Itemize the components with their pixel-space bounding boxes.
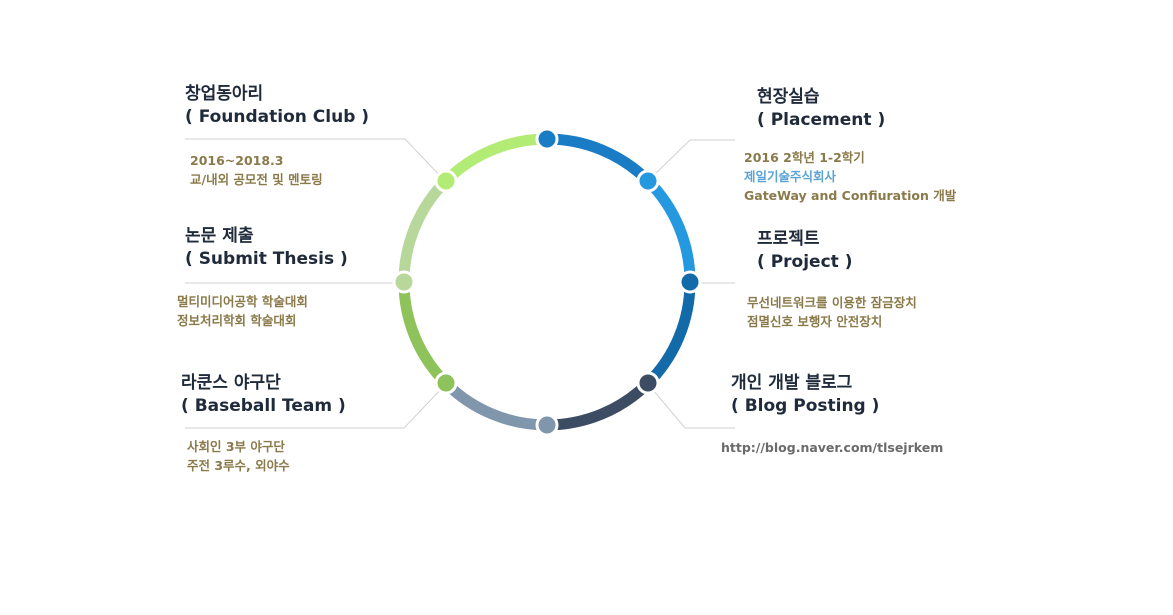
node-top xyxy=(535,127,559,151)
node-top-left xyxy=(434,169,458,193)
blog-title: 개인 개발 블로그 ( Blog Posting ) xyxy=(731,372,879,418)
project-title-ko: 프로젝트 xyxy=(757,229,820,249)
foundation-club-title: 창업동아리 ( Foundation Club ) xyxy=(185,83,369,129)
project-title: 프로젝트 ( Project ) xyxy=(757,228,852,274)
foundation-line: 2016~2018.3 xyxy=(190,153,284,168)
foundation-club-desc: 2016~2018.3 교/내외 공모전 및 멘토링 xyxy=(190,151,323,189)
thesis-title: 논문 제출 ( Submit Thesis ) xyxy=(185,225,348,271)
placement-title-ko: 현장실습 xyxy=(757,87,820,107)
arc-right-lower xyxy=(644,281,696,387)
node-right xyxy=(678,270,702,294)
baseball-line: 주전 3루수, 외야수 xyxy=(187,458,290,473)
thesis-title-ko: 논문 제출 xyxy=(185,226,254,246)
placement-title: 현장실습 ( Placement ) xyxy=(757,86,885,132)
foundation-title-en: ( Foundation Club ) xyxy=(185,107,370,127)
blog-title-en: ( Blog Posting ) xyxy=(731,396,880,416)
baseball-title-en: ( Baseball Team ) xyxy=(181,396,346,416)
baseball-title-ko: 라쿤스 야구단 xyxy=(181,373,281,393)
connector-foundation xyxy=(185,138,446,182)
placement-desc: 2016 2학년 1-2학기 제일기술주식회사 GateWay and Conf… xyxy=(744,148,956,205)
node-bottom-right xyxy=(636,371,660,395)
node-bottom-left xyxy=(434,371,458,395)
arc-bottom-left xyxy=(442,379,548,431)
baseball-title: 라쿤스 야구단 ( Baseball Team ) xyxy=(181,372,346,418)
arc-left-upper xyxy=(398,177,450,283)
foundation-title-ko: 창업동아리 xyxy=(185,84,264,104)
arc-top-right xyxy=(546,133,652,185)
arc-left-lower xyxy=(398,281,450,387)
placement-company: 제일기술주식회사 xyxy=(744,169,837,184)
foundation-line: 교/내외 공모전 및 멘토링 xyxy=(190,172,323,187)
arc-top-left xyxy=(442,133,548,185)
blog-url-link[interactable]: http://blog.naver.com/tlsejrkem xyxy=(721,440,944,455)
baseball-desc: 사회인 3부 야구단 주전 3루수, 외야수 xyxy=(187,437,290,475)
thesis-desc: 멀티미디어공학 학술대회 정보처리학회 학술대회 xyxy=(177,292,308,330)
connector-blog xyxy=(647,383,735,429)
thesis-title-en: ( Submit Thesis ) xyxy=(185,249,348,269)
thesis-line: 정보처리학회 학술대회 xyxy=(177,313,297,328)
baseball-line: 사회인 3부 야구단 xyxy=(187,439,285,454)
arc-bottom-right xyxy=(546,379,652,431)
project-title-en: ( Project ) xyxy=(757,252,853,272)
blog-title-ko: 개인 개발 블로그 xyxy=(731,373,853,393)
connector-baseball xyxy=(185,383,447,429)
placement-line: 2016 2학년 1-2학기 xyxy=(744,150,865,165)
node-top-right xyxy=(636,169,660,193)
node-left xyxy=(392,270,416,294)
arc-right-upper xyxy=(644,177,696,283)
project-desc: 무선네트워크를 이용한 잠금장치 점멸신호 보행자 안전장치 xyxy=(747,293,917,331)
project-line: 점멸신호 보행자 안전장치 xyxy=(747,314,883,329)
project-line: 무선네트워크를 이용한 잠금장치 xyxy=(747,295,917,310)
placement-title-en: ( Placement ) xyxy=(757,110,886,130)
node-bottom xyxy=(535,413,559,437)
thesis-line: 멀티미디어공학 학술대회 xyxy=(177,294,308,309)
blog-desc: http://blog.naver.com/tlsejrkem xyxy=(721,438,943,457)
connector-placement xyxy=(647,139,735,182)
placement-line: GateWay and Confiuration 개발 xyxy=(744,188,957,203)
